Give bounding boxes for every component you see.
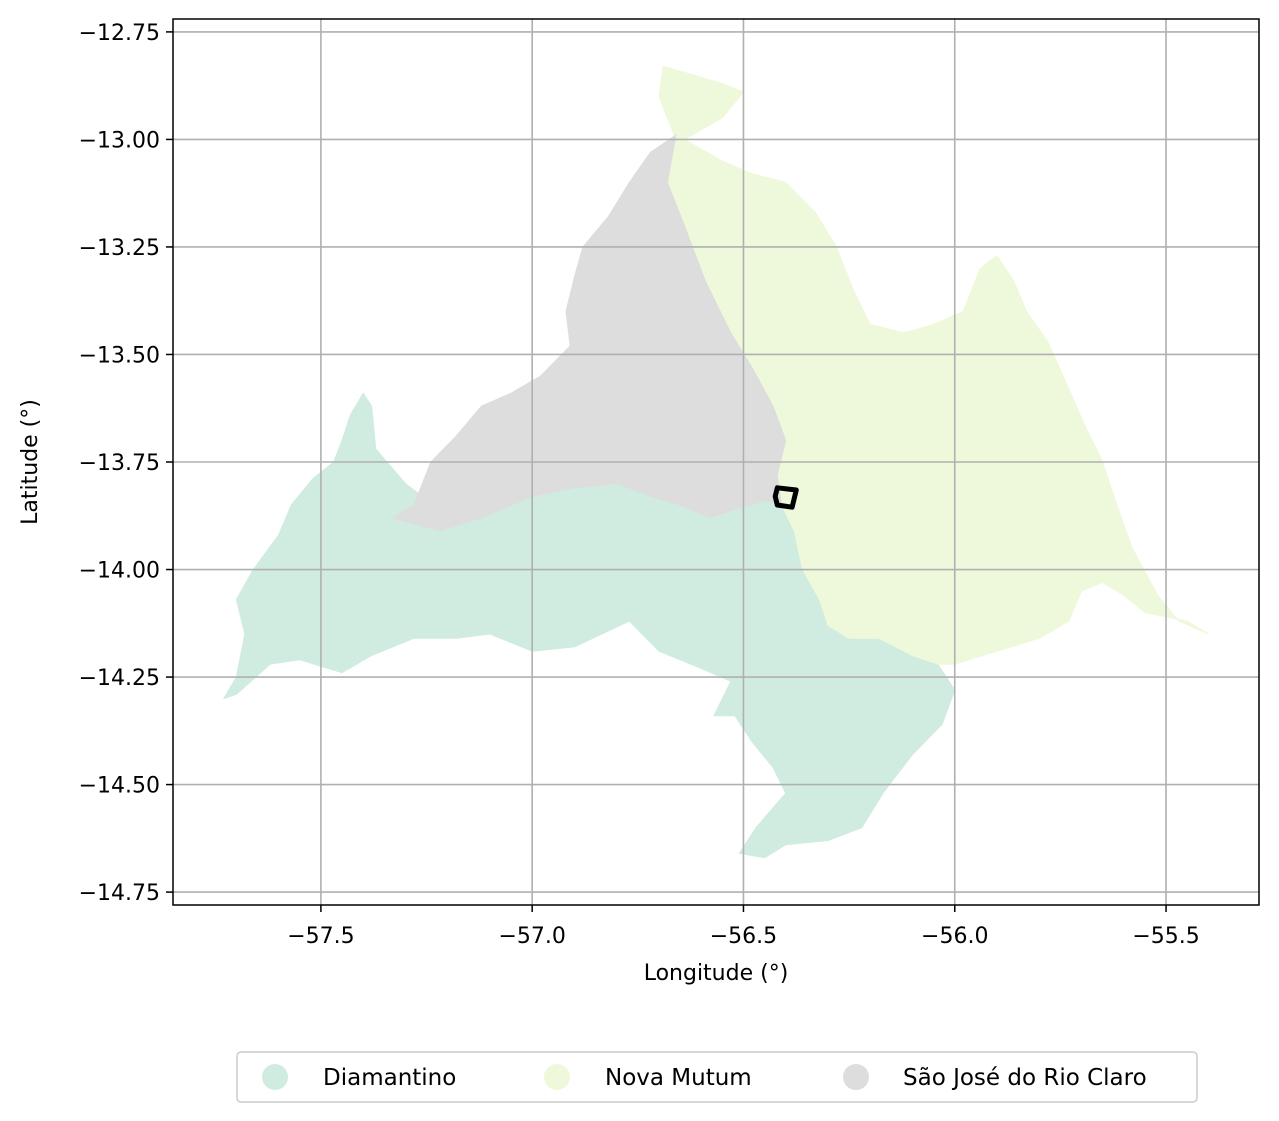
legend-marker-sao-jose-do-rio-claro bbox=[843, 1064, 869, 1090]
y-axis-ticks: −12.75 −13.00 −13.25 −13.50 −13.75 −14.00 −14.… bbox=[79, 21, 173, 906]
y-tick-label: −13.50 bbox=[79, 343, 160, 368]
legend-label-nova-mutum: Nova Mutum bbox=[605, 1065, 752, 1091]
x-tick-label: −56.0 bbox=[921, 924, 988, 949]
y-tick-label: −12.75 bbox=[79, 21, 160, 46]
region-layer bbox=[223, 65, 1209, 859]
y-tick-label: −13.75 bbox=[79, 451, 160, 476]
y-tick-label: −14.75 bbox=[79, 881, 160, 906]
x-tick-label: −57.5 bbox=[287, 924, 354, 949]
legend-label-sao-jose-do-rio-claro: São José do Rio Claro bbox=[903, 1065, 1147, 1091]
y-tick-label: −13.25 bbox=[79, 236, 160, 261]
grid-layer bbox=[173, 19, 1259, 905]
x-tick-label: −56.5 bbox=[710, 924, 777, 949]
legend-marker-nova-mutum bbox=[544, 1064, 570, 1090]
outline-layer bbox=[772, 485, 799, 510]
legend-marker-diamantino bbox=[262, 1064, 288, 1090]
y-tick-label: −14.00 bbox=[79, 559, 160, 584]
highlighted-area-outline bbox=[772, 485, 799, 510]
y-tick-label: −14.50 bbox=[79, 774, 160, 799]
legend-label-diamantino: Diamantino bbox=[323, 1065, 456, 1091]
legend-frame bbox=[236, 1051, 1198, 1103]
x-tick-label: −57.0 bbox=[498, 924, 565, 949]
x-axis-ticks: −57.5 −57.0 −56.5 −56.0 −55.5 bbox=[287, 905, 1200, 949]
y-axis-label: Latitude (°) bbox=[18, 399, 43, 525]
legend: Diamantino Nova Mutum São José do Rio Cl… bbox=[236, 1051, 1198, 1103]
x-axis-label: Longitude (°) bbox=[644, 961, 789, 986]
y-tick-label: −13.00 bbox=[79, 128, 160, 153]
x-tick-label: −55.5 bbox=[1132, 924, 1199, 949]
y-tick-label: −14.25 bbox=[79, 666, 160, 691]
